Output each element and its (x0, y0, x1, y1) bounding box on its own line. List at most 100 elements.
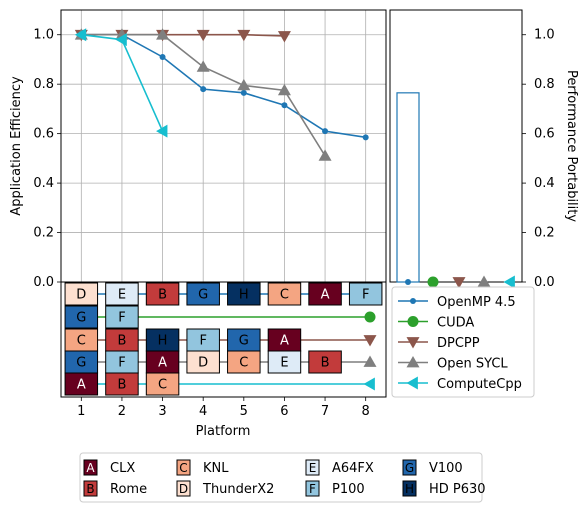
platform-swatch-letter: G (405, 461, 414, 475)
platform-swatch-letter: F (309, 482, 316, 496)
platform-x-label: Platform (196, 424, 251, 439)
legend-label: Open SYCL (437, 357, 508, 372)
y-tick-label: 0.6 (33, 127, 54, 142)
legend-label: DPCPP (437, 336, 480, 351)
platform-cell-label: E (280, 356, 288, 371)
data-point (196, 60, 210, 72)
platform-cell-label: C (77, 334, 86, 349)
platform-cell-label: A (77, 378, 86, 393)
platform-cell (64, 305, 99, 329)
y-tick-label: 0.4 (33, 176, 54, 191)
platform-cell-label: G (76, 356, 86, 371)
platform-cell-label: F (199, 334, 206, 349)
y-tick-label: 0.8 (33, 77, 54, 92)
platform-cell (64, 372, 99, 396)
platform-cell-label: H (158, 334, 168, 349)
y-tick-label: 0.8 (534, 77, 555, 92)
platform-swatch-letter: B (86, 482, 94, 496)
platform-name: CLX (110, 461, 135, 476)
portability-marker (477, 275, 491, 287)
y-tick-label: 0.2 (534, 226, 555, 241)
data-point (318, 149, 332, 161)
platform-cell-label: C (158, 378, 167, 393)
data-point (74, 28, 87, 42)
platform-name: Rome (110, 482, 147, 497)
portability-marker (452, 277, 466, 289)
efficiency-grid (61, 10, 386, 283)
data-point (281, 102, 288, 109)
platform-swatch (176, 480, 191, 497)
data-point (115, 33, 127, 47)
legend-label: OpenMP 4.5 (437, 295, 516, 310)
data-point (237, 29, 251, 42)
platform-cell-label: D (76, 288, 86, 303)
platform-cell-label: A (280, 334, 289, 349)
data-point (159, 53, 166, 60)
platform-cell (227, 350, 261, 374)
x-tick-label: 6 (280, 404, 288, 419)
platform-swatch-letter: A (86, 461, 95, 475)
legend-marker (407, 316, 419, 327)
efficiency-series (74, 28, 369, 161)
platform-cell-label: F (118, 356, 125, 371)
platform-cell-label: B (321, 356, 330, 371)
platform-cell-label: F (362, 288, 369, 303)
data-point (277, 31, 291, 43)
platform-cell (145, 372, 180, 396)
x-tick-label: 2 (118, 404, 126, 419)
platform-cell-label: B (117, 334, 126, 349)
series-line (81, 33, 366, 139)
platform-cell (105, 282, 139, 306)
platform-cell-label: C (280, 288, 289, 303)
platform-cell-label: E (118, 288, 126, 303)
platform-legend: A CLX B Rome C KNL D ThunderX2 E A64FX F P100 G V100 H… (79, 452, 486, 503)
platform-name: HD P630 (429, 482, 486, 497)
platform-strip-frame (60, 281, 387, 398)
platform-swatch (402, 480, 417, 497)
platform-cell-label: G (198, 288, 208, 303)
platform-cell-label: G (239, 334, 249, 349)
platform-cell (308, 350, 342, 374)
platform-swatch (402, 459, 417, 476)
y-tick-label: 0.0 (534, 275, 555, 290)
x-tick-label: 5 (240, 404, 248, 419)
legend-marker (406, 337, 420, 349)
portability-marker (503, 275, 515, 289)
platform-cell (267, 350, 302, 374)
data-point (362, 134, 369, 141)
strip-end-marker (363, 335, 377, 347)
platform-cell-label: C (239, 356, 248, 371)
platform-name: ThunderX2 (202, 482, 274, 497)
strip-end-marker (363, 377, 375, 391)
platform-swatch (305, 480, 320, 497)
legend-label: ComputeCpp (437, 377, 522, 392)
data-point (156, 28, 170, 40)
portability-bars (396, 92, 515, 289)
platform-cell-label: G (76, 311, 86, 326)
legend-marker (410, 298, 416, 304)
platform-cell-label: B (158, 288, 167, 303)
data-point (237, 78, 251, 91)
portability-y-label: Performance Portability (564, 70, 579, 222)
portability-marker (427, 276, 439, 288)
platform-cell (105, 305, 139, 329)
y-tick-label: 0.0 (33, 275, 54, 290)
platform-swatch (83, 480, 98, 497)
platform-cell (64, 282, 99, 306)
data-point (322, 128, 329, 135)
platform-swatch-letter: E (309, 461, 317, 475)
efficiency-plot-frame (60, 9, 387, 283)
platform-cell-label: A (321, 288, 330, 303)
data-point (240, 89, 247, 96)
platform-x-ticks: 1 2 3 4 5 6 7 8 (77, 397, 370, 419)
platform-swatch-letter: H (405, 482, 414, 496)
data-point (196, 29, 210, 42)
portability-marker (405, 279, 411, 285)
platform-cell (267, 282, 302, 306)
data-point (200, 86, 207, 93)
strip-end-marker (363, 355, 377, 367)
platform-swatch (305, 459, 320, 476)
y-tick-label: 1.0 (534, 28, 555, 43)
x-tick-label: 8 (362, 404, 370, 419)
